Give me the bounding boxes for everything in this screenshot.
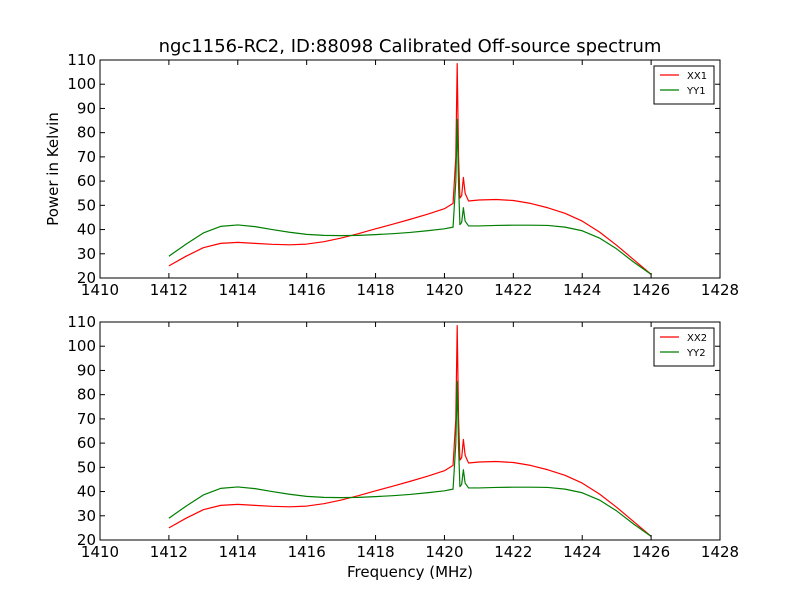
legend-label-xx2: XX2 (687, 333, 707, 344)
plot-layer: 1410 1412 1414 1416 1418 1420 1422 1424 1426 1428… (44, 51, 739, 581)
legend-label-yy2: YY2 (686, 348, 706, 359)
x-tick-label: 1416 (288, 543, 326, 561)
y-tick-label: 20 (77, 531, 96, 549)
y-tick-label: 70 (77, 410, 96, 428)
legend-label-yy1: YY1 (686, 86, 706, 97)
x-tick-label: 1414 (219, 543, 257, 561)
y-tick-label: 50 (77, 458, 96, 476)
y-tick-label: 110 (67, 51, 96, 69)
y-tick-label: 70 (77, 148, 96, 166)
x-tick-label: 1424 (563, 543, 601, 561)
plot-frame (99, 59, 721, 279)
y-tick-label: 60 (77, 434, 96, 452)
y-tick-label: 20 (77, 269, 96, 287)
y-axis-label: Power in Kelvin (44, 112, 62, 226)
y-tick-label: 30 (77, 245, 96, 263)
x-tick-label: 1414 (219, 281, 257, 299)
x-tick-label: 1428 (701, 543, 739, 561)
legend-box (653, 327, 715, 367)
x-axis-label: Frequency (MHz) (347, 563, 473, 581)
y-tick-label: 40 (77, 221, 96, 239)
subplot-2: 1410 1412 1414 1416 1418 1420 1422 1424 1426 1428… (67, 313, 739, 581)
chart-title: ngc1156-RC2, ID:88098 Calibrated Off-sou… (159, 36, 662, 57)
y-tick-label: 100 (67, 337, 96, 355)
x-tick-label: 1418 (356, 543, 394, 561)
x-tick-label: 1412 (150, 543, 188, 561)
y-tick-label: 40 (77, 483, 96, 501)
y-tick-label: 90 (77, 361, 96, 379)
x-tick-label: 1426 (632, 543, 670, 561)
y-tick-label: 60 (77, 172, 96, 190)
y-tick-label: 80 (77, 124, 96, 142)
x-tick-label: 1410 (81, 281, 119, 299)
x-tick-label: 1422 (494, 281, 532, 299)
y-tick-label: 80 (77, 386, 96, 404)
x-tick-label: 1410 (81, 543, 119, 561)
legend-label-xx1: XX1 (687, 71, 707, 82)
y-tick-label: 100 (67, 75, 96, 93)
series-line-yy2 (168, 380, 652, 537)
x-tick-label: 1422 (494, 543, 532, 561)
x-tick-label: 1420 (425, 543, 463, 561)
x-tick-label: 1418 (356, 281, 394, 299)
legend-box (653, 65, 715, 105)
y-tick-label: 50 (77, 196, 96, 214)
y-tick-label: 30 (77, 507, 96, 525)
x-tick-label: 1426 (632, 281, 670, 299)
x-tick-label: 1412 (150, 281, 188, 299)
y-tick-label: 90 (77, 99, 96, 117)
x-tick-label: 1420 (425, 281, 463, 299)
series-line-yy1 (168, 118, 652, 275)
x-tick-label: 1428 (701, 281, 739, 299)
plot-frame (99, 321, 721, 541)
x-tick-label: 1416 (288, 281, 326, 299)
y-tick-label: 110 (67, 313, 96, 331)
subplot-1: 1410 1412 1414 1416 1418 1420 1422 1424 1426 1428… (44, 51, 739, 299)
x-tick-label: 1424 (563, 281, 601, 299)
